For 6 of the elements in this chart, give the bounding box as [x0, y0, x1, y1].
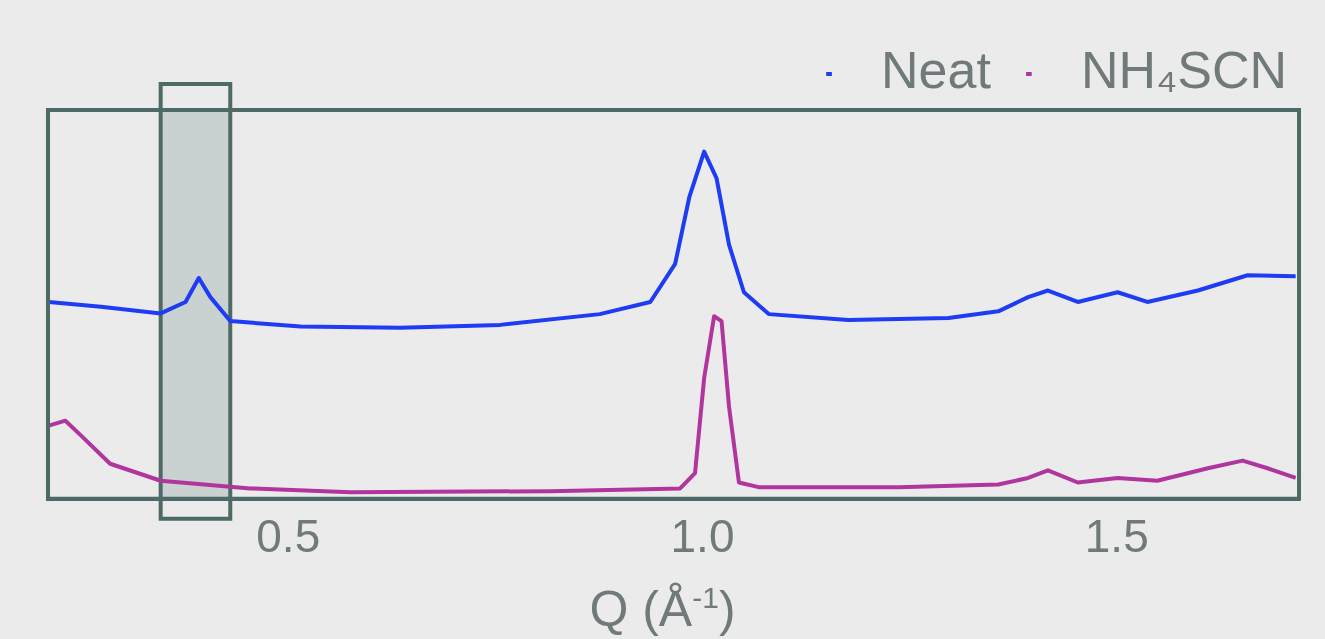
x-axis-title: Q (Å$^{-1}$)	[588, 579, 737, 639]
x-tick-label: 1.0	[670, 510, 735, 563]
x-tick-label: 0.5	[256, 510, 321, 563]
legend-label: Neat	[881, 41, 992, 100]
legend-label: NH₄SCN	[1080, 41, 1287, 100]
x-tick-label: 1.5	[1084, 510, 1149, 563]
